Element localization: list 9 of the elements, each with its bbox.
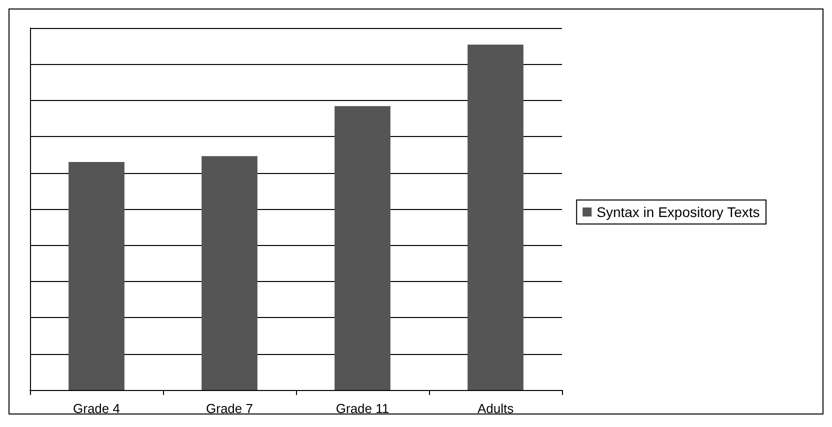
x-tick-label: Grade 4 bbox=[73, 401, 120, 416]
bar bbox=[202, 156, 258, 390]
x-tick-label: Grade 11 bbox=[336, 401, 390, 416]
legend-label: Syntax in Expository Texts bbox=[596, 204, 760, 220]
bar bbox=[68, 162, 124, 390]
bar bbox=[468, 44, 524, 390]
bar bbox=[334, 106, 390, 390]
x-tick-label: Adults bbox=[477, 401, 514, 416]
x-tick-label: Grade 7 bbox=[206, 401, 253, 416]
